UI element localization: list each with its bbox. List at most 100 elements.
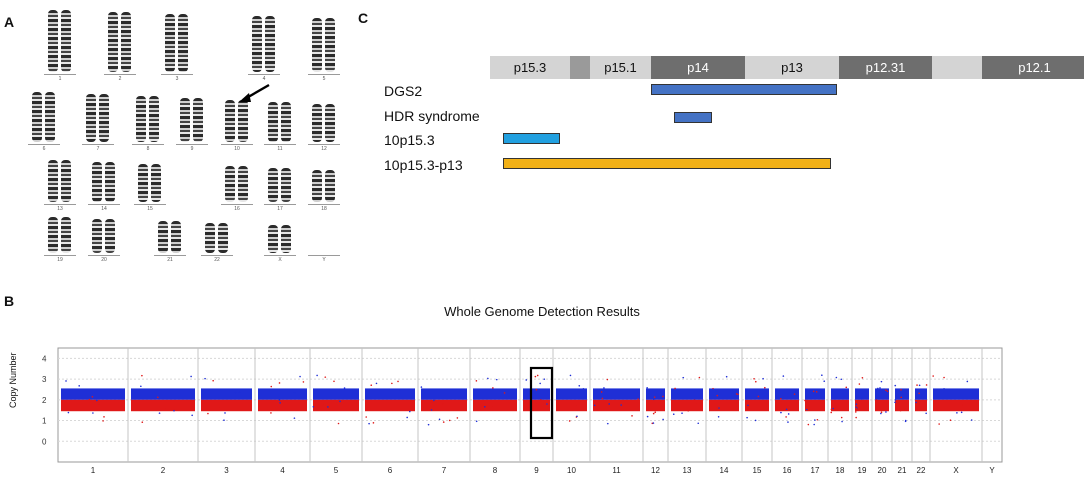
outlier-point xyxy=(140,385,142,388)
outlier-point xyxy=(877,387,879,390)
karyotype-label-14: 14 xyxy=(101,206,107,212)
outlier-point xyxy=(835,376,838,379)
outlier-point xyxy=(293,392,296,394)
outlier-point xyxy=(662,418,664,421)
chromosome-X-2 xyxy=(281,225,291,253)
cn-lower-band-chr17 xyxy=(805,399,825,412)
cn-lower-band-chr2 xyxy=(131,399,195,412)
karyotype-baseline xyxy=(44,74,76,75)
cn-upper-band-chr1 xyxy=(61,388,125,400)
karyotype-label-8: 8 xyxy=(146,146,150,152)
outlier-point xyxy=(223,419,225,422)
x-tick-chrY: Y xyxy=(989,466,995,475)
cn-lower-band-chr11 xyxy=(593,399,640,412)
genome-plot-panel: Whole Genome Detection Results Copy Numb… xyxy=(0,290,1084,492)
outlier-point xyxy=(343,387,346,389)
chromosome-15-1 xyxy=(138,164,148,202)
outlier-point xyxy=(339,400,341,403)
cytoband-p12-31: p12.31 xyxy=(839,56,932,79)
outlier-point xyxy=(637,398,639,400)
outlier-point xyxy=(543,378,546,380)
outlier-point xyxy=(682,376,685,379)
cn-upper-band-chr6 xyxy=(365,388,415,400)
outlier-point xyxy=(270,412,272,414)
outlier-point xyxy=(653,396,656,398)
karyotype-panel: 1 2 3 4 5 6 7 8 9 10 11 12 13 14 15 16 17 18 19 20 21 22 X Y xyxy=(20,10,350,275)
outlier-point xyxy=(764,386,766,389)
outlier-point xyxy=(495,378,498,381)
outlier-point xyxy=(218,406,220,409)
karyotype-label-2: 2 xyxy=(118,76,122,82)
karyotype-baseline xyxy=(132,144,164,145)
x-tick-chr7: 7 xyxy=(442,466,447,475)
outlier-point xyxy=(855,406,858,408)
x-tick-chr4: 4 xyxy=(280,466,285,475)
outlier-point xyxy=(368,422,370,425)
outlier-point xyxy=(814,419,816,421)
outlier-point xyxy=(956,412,958,414)
cn-lower-band-chr8 xyxy=(473,399,517,412)
karyotype-baseline xyxy=(44,255,76,256)
chromosome-22-1 xyxy=(205,223,215,253)
outlier-point xyxy=(430,409,433,411)
outlier-point xyxy=(534,375,537,378)
region-label-dgs2: DGS2 xyxy=(384,83,423,99)
outlier-point xyxy=(804,399,806,402)
outlier-point xyxy=(372,422,375,424)
karyotype-baseline xyxy=(308,255,340,256)
cn-upper-band-chr2 xyxy=(131,388,195,400)
outlier-point xyxy=(442,421,445,423)
outlier-point xyxy=(141,421,144,423)
outlier-point xyxy=(845,386,848,389)
chromosome-10-1 xyxy=(225,100,235,142)
outlier-point xyxy=(475,420,478,423)
outlier-point xyxy=(279,402,281,404)
chromosome-1-1 xyxy=(48,10,58,72)
outlier-point xyxy=(427,423,430,426)
x-tick-chr6: 6 xyxy=(388,466,393,475)
karyotype-label-19: 19 xyxy=(57,257,63,263)
karyotype-baseline xyxy=(28,144,60,145)
outlier-point xyxy=(841,405,844,408)
outlier-point xyxy=(918,384,921,387)
outlier-point xyxy=(823,380,826,382)
outlier-point xyxy=(861,376,864,379)
outlier-point xyxy=(438,418,441,421)
outlier-point xyxy=(756,397,759,400)
outlier-point xyxy=(780,411,782,414)
cn-lower-band-chr21 xyxy=(895,399,909,412)
outlier-point xyxy=(880,412,882,415)
outlier-point xyxy=(805,408,808,411)
outlier-point xyxy=(925,389,927,392)
region-bar-dgs2 xyxy=(651,84,837,95)
outlier-point xyxy=(916,384,918,386)
cn-lower-band-chr16 xyxy=(775,399,799,412)
outlier-point xyxy=(782,375,785,377)
chromosome-4-1 xyxy=(252,16,262,72)
outlier-point xyxy=(409,410,411,413)
outlier-point xyxy=(895,401,898,403)
outlier-point xyxy=(299,375,301,378)
chromosome-13-2 xyxy=(61,160,71,202)
karyotype-label-3: 3 xyxy=(175,76,179,82)
outlier-point xyxy=(302,381,305,383)
outlier-point xyxy=(293,417,296,419)
cn-upper-band-chr21 xyxy=(895,388,909,400)
outlier-point xyxy=(88,398,91,401)
outlier-point xyxy=(681,412,683,414)
chromosome-7-1 xyxy=(86,94,96,142)
x-tick-chr1: 1 xyxy=(91,466,96,475)
outlier-point xyxy=(754,380,757,383)
outlier-point xyxy=(842,388,845,391)
cn-lower-band-chr20 xyxy=(875,399,889,412)
x-tick-chr5: 5 xyxy=(334,466,339,475)
karyotype-baseline xyxy=(248,74,280,75)
cn-lower-band-chr6 xyxy=(365,399,415,412)
outlier-point xyxy=(925,412,927,415)
chromosome-5-1 xyxy=(312,18,322,72)
region-label-hdr: HDR syndrome xyxy=(384,108,480,124)
outlier-point xyxy=(754,419,757,422)
outlier-point xyxy=(654,411,657,414)
x-tick-chrX: X xyxy=(953,466,959,475)
